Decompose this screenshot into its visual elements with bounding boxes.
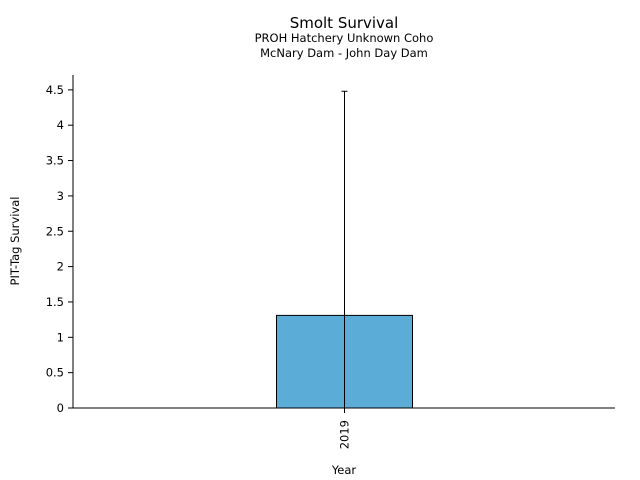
y-axis-ticks: 0 0.5 1 1.5 2 2.5 3 3.5 4 4.5 bbox=[46, 83, 73, 415]
y-tick-label: 4 bbox=[57, 118, 64, 132]
x-axis-label: Year bbox=[331, 463, 357, 477]
plot-area bbox=[276, 90, 413, 409]
y-tick-label: 0 bbox=[57, 401, 64, 415]
chart-title: Smolt Survival bbox=[290, 14, 399, 32]
y-tick-label: 2 bbox=[57, 260, 64, 274]
y-axis-label: PIT-Tag Survival bbox=[8, 197, 22, 286]
chart-subtitle-line-2: McNary Dam - John Day Dam bbox=[260, 46, 428, 60]
x-axis-ticks: 2019 bbox=[338, 408, 352, 449]
y-tick-label: 1 bbox=[57, 330, 64, 344]
y-tick-label: 2.5 bbox=[46, 224, 64, 238]
y-tick-label: 3.5 bbox=[46, 154, 64, 168]
x-tick-label: 2019 bbox=[338, 420, 352, 449]
chart-subtitle-line-1: PROH Hatchery Unknown Coho bbox=[255, 31, 434, 45]
y-tick-label: 4.5 bbox=[46, 83, 64, 97]
y-tick-label: 1.5 bbox=[46, 295, 64, 309]
y-tick-label: 3 bbox=[57, 189, 64, 203]
y-tick-label: 0.5 bbox=[46, 366, 64, 380]
